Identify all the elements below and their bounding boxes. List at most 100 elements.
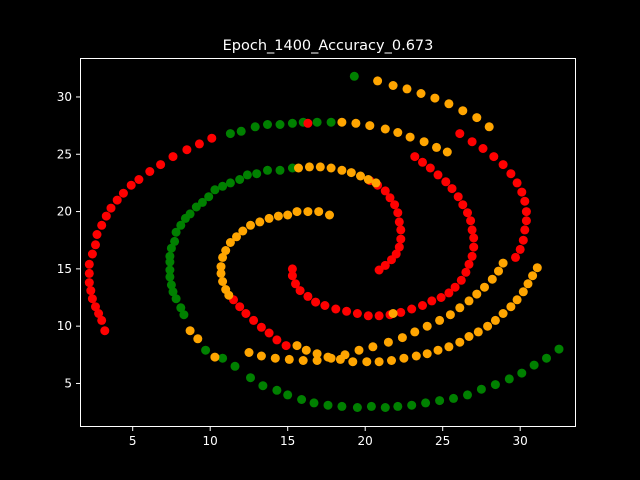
y-tick-label: 30 xyxy=(57,90,72,104)
data-point-orange-31 xyxy=(472,289,482,299)
data-point-red-17 xyxy=(84,268,94,278)
data-point-orange-88 xyxy=(498,309,508,318)
data-point-green-2 xyxy=(312,117,322,127)
data-point-orange-5 xyxy=(444,99,454,109)
data-point-red-60 xyxy=(436,293,446,302)
data-point-orange-24 xyxy=(356,171,365,181)
data-point-red-55 xyxy=(464,259,474,269)
data-point-red-87 xyxy=(394,242,404,252)
data-point-green-32 xyxy=(166,280,176,290)
data-point-orange-86 xyxy=(483,321,493,331)
data-point-red-66 xyxy=(374,311,384,321)
data-point-green-55 xyxy=(449,393,458,403)
data-point-orange-23 xyxy=(346,168,356,178)
data-point-red-85 xyxy=(396,225,406,235)
data-point-red-84 xyxy=(394,217,404,227)
data-point-red-9 xyxy=(112,195,122,205)
data-point-green-25 xyxy=(171,227,181,237)
data-point-green-49 xyxy=(366,401,376,411)
data-point-red-15 xyxy=(87,249,97,259)
data-point-red-0 xyxy=(207,133,217,143)
data-point-green-16 xyxy=(225,178,235,188)
data-point-red-95 xyxy=(249,315,259,325)
data-point-red-57 xyxy=(456,275,466,285)
data-point-orange-27 xyxy=(498,258,508,268)
data-point-green-39 xyxy=(230,361,240,371)
chart-title: Epoch_1400_Accuracy_0.673 xyxy=(223,38,434,54)
data-point-orange-37 xyxy=(410,327,420,337)
data-point-orange-10 xyxy=(351,118,361,128)
data-point-red-43 xyxy=(425,163,435,173)
data-point-red-18 xyxy=(84,278,94,288)
data-point-green-60 xyxy=(517,368,527,378)
data-point-green-57 xyxy=(476,384,486,394)
x-tick-label: 20 xyxy=(358,434,373,448)
data-point-orange-13 xyxy=(393,128,403,137)
data-point-orange-11 xyxy=(365,121,375,131)
data-point-green-5 xyxy=(275,120,285,129)
data-point-red-83 xyxy=(393,208,403,218)
data-point-green-36 xyxy=(179,310,189,320)
data-point-orange-25 xyxy=(363,175,373,184)
data-point-orange-90 xyxy=(512,295,522,305)
data-point-orange-51 xyxy=(314,207,324,217)
data-point-green-47 xyxy=(337,401,347,411)
data-point-green-26 xyxy=(170,236,180,246)
data-point-red-35 xyxy=(521,207,531,217)
y-axis-ticks: 5 10 15 20 25 30 xyxy=(57,90,80,390)
data-point-green-33 xyxy=(168,287,178,297)
data-point-red-89 xyxy=(387,255,396,265)
data-point-orange-35 xyxy=(435,315,445,325)
data-point-red-19 xyxy=(86,286,96,296)
data-point-orange-21 xyxy=(326,163,336,173)
data-point-red-93 xyxy=(235,302,245,312)
data-point-red-74 xyxy=(295,286,305,296)
data-point-orange-14 xyxy=(405,132,415,142)
data-point-orange-28 xyxy=(494,266,503,276)
data-point-red-22 xyxy=(94,309,104,318)
data-point-red-63 xyxy=(407,304,417,314)
data-point-green-44 xyxy=(297,395,307,404)
data-point-green-18 xyxy=(210,185,220,195)
data-point-orange-2 xyxy=(402,84,412,94)
data-point-orange-74 xyxy=(348,357,358,367)
data-point-red-81 xyxy=(385,193,395,203)
data-point-orange-48 xyxy=(256,351,266,361)
data-point-green-21 xyxy=(191,202,201,212)
data-point-green-48 xyxy=(352,403,362,412)
data-point-orange-56 xyxy=(264,213,274,223)
data-point-orange-73 xyxy=(335,354,345,364)
data-point-red-58 xyxy=(450,282,460,292)
data-point-red-72 xyxy=(311,297,321,307)
data-point-red-39 xyxy=(515,244,525,254)
data-point-orange-19 xyxy=(304,162,314,172)
data-point-orange-41 xyxy=(354,345,364,355)
data-point-red-40 xyxy=(511,252,520,262)
data-point-red-16 xyxy=(84,259,94,269)
x-tick-label: 30 xyxy=(513,434,528,448)
data-point-green-8 xyxy=(236,126,246,136)
data-point-green-12 xyxy=(263,165,272,175)
data-point-red-44 xyxy=(433,170,443,180)
data-point-red-68 xyxy=(352,309,362,318)
data-point-orange-81 xyxy=(433,345,443,355)
data-point-orange-15 xyxy=(419,137,429,147)
data-point-orange-47 xyxy=(270,353,280,363)
data-point-orange-94 xyxy=(532,263,542,273)
data-point-green-53 xyxy=(421,398,431,408)
data-point-green-37 xyxy=(201,345,211,355)
data-point-red-37 xyxy=(520,225,530,235)
data-point-red-36 xyxy=(521,216,531,226)
data-point-red-4 xyxy=(156,160,166,170)
data-point-red-59 xyxy=(444,288,454,298)
data-point-red-27 xyxy=(467,137,477,147)
data-point-red-71 xyxy=(320,301,330,310)
data-point-green-34 xyxy=(171,294,181,304)
data-point-orange-1 xyxy=(388,81,398,90)
data-point-orange-58 xyxy=(246,220,255,230)
data-point-green-23 xyxy=(180,213,190,223)
data-point-red-91 xyxy=(374,265,384,275)
data-point-red-94 xyxy=(241,309,251,318)
data-point-orange-46 xyxy=(284,354,294,364)
data-point-orange-79 xyxy=(411,351,421,361)
